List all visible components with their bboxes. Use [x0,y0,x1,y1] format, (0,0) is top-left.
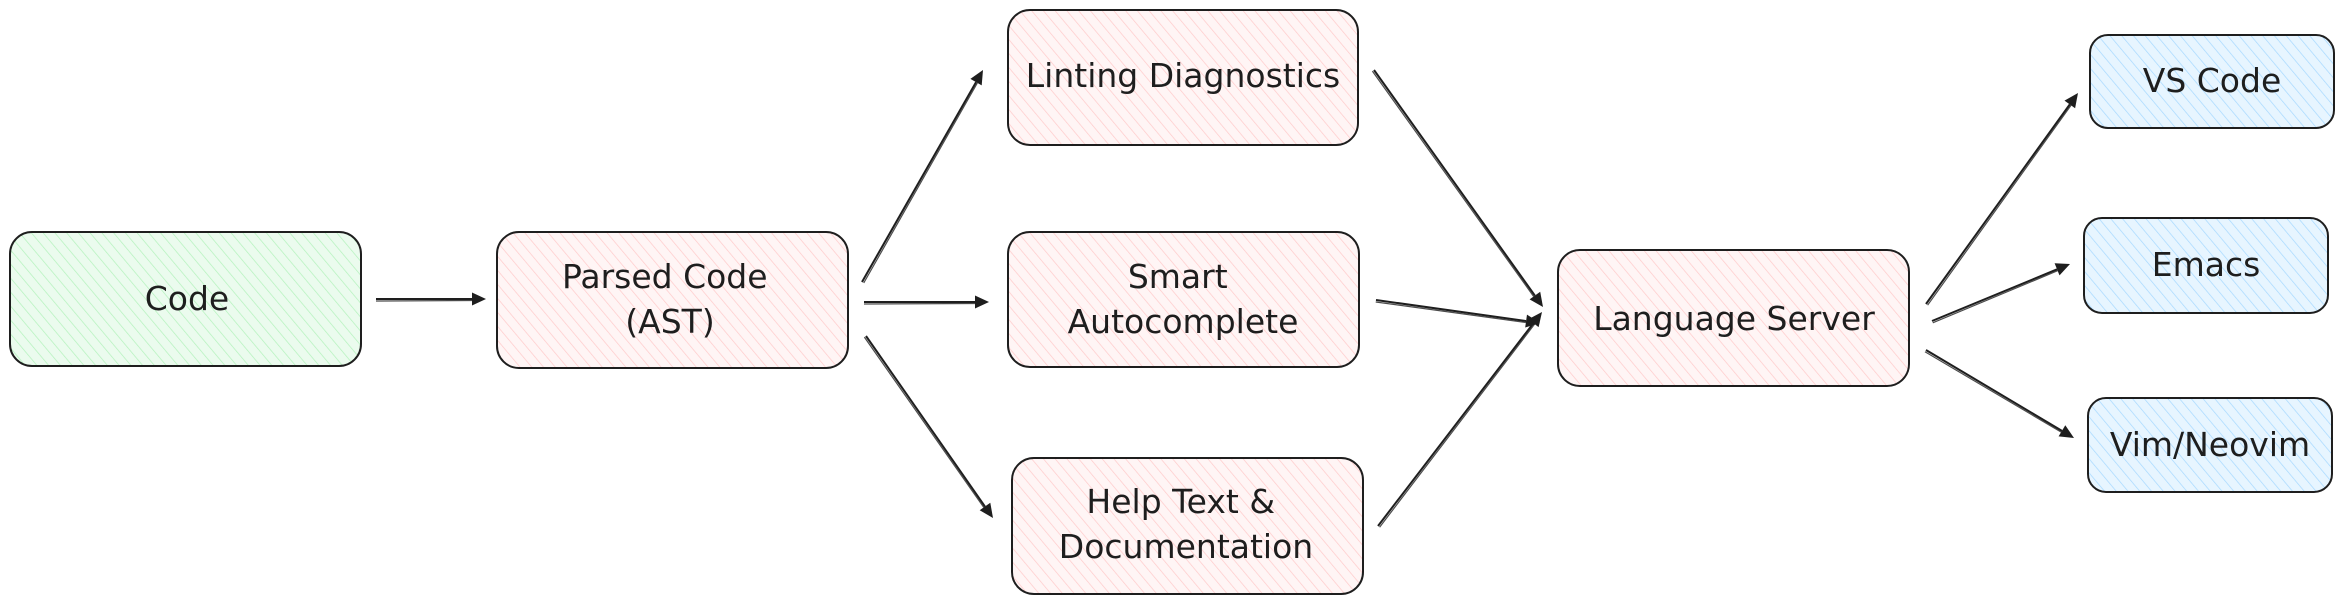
arrowhead [979,502,993,518]
node-language-server-label: Language Server [1593,299,1875,338]
node-vim-neovim: Vim/Neovim [2087,397,2333,493]
node-code-label: Code [145,279,229,318]
edge-server-to-vscode [1925,93,2078,306]
node-language-server: Language Server [1557,249,1910,387]
node-linting-diagnostics-label: Linting Diagnostics [1026,56,1340,95]
edge-server-to-emacs [1931,263,2070,324]
edge-parsed-to-help [863,335,993,518]
node-emacs-label: Emacs [2152,245,2261,284]
arrowhead [1529,291,1543,307]
arrowhead [2058,425,2074,438]
edge-code-to-parsed [375,292,486,306]
arrowhead [2064,93,2078,109]
node-linting-diagnostics: Linting Diagnostics [1007,9,1359,146]
node-vs-code: VS Code [2089,34,2335,129]
edge-parsed-to-linting [861,70,983,284]
node-smart-autocomplete-label: Smart Autocomplete [1068,257,1299,341]
node-help-text: Help Text & Documentation [1011,457,1364,595]
arrowhead [1528,312,1542,328]
edge-autocomplete-to-server [1375,299,1540,328]
arrowhead [2054,263,2070,276]
node-parsed-code: Parsed Code (AST) [496,231,849,369]
node-vs-code-label: VS Code [2143,61,2282,100]
node-smart-autocomplete: Smart Autocomplete [1007,231,1360,368]
edge-parsed-to-autocomplete [863,295,989,309]
edges-layer [375,69,2078,528]
edge-server-to-vim [1924,349,2074,438]
edge-linting-to-server [1371,69,1543,307]
node-help-text-label: Help Text & Documentation [1059,482,1313,566]
arrowhead [970,70,983,86]
node-emacs: Emacs [2083,217,2329,314]
node-vim-neovim-label: Vim/Neovim [2110,425,2310,464]
node-code: Code [9,231,362,367]
arrowhead [975,295,989,309]
edge-help-to-server [1377,312,1542,528]
arrowhead [472,292,486,306]
node-parsed-code-label: Parsed Code (AST) [562,257,778,341]
